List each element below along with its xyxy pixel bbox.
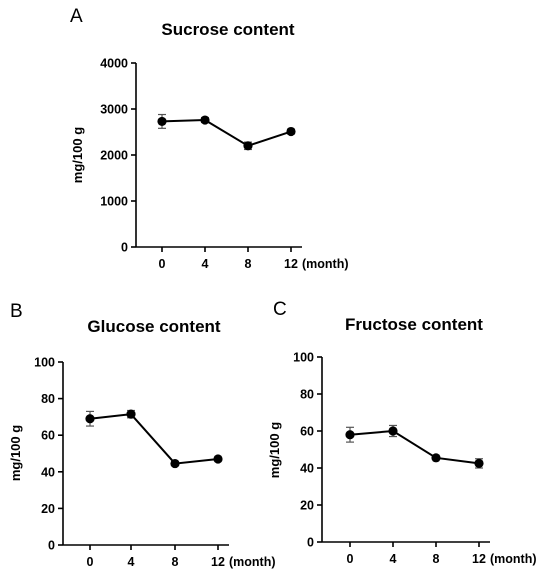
x-axis-unit-label: (month) [229, 555, 276, 569]
y-tick-label: 2000 [100, 149, 128, 163]
chart-title: Fructose content [345, 315, 483, 334]
x-tick-label: 12 [284, 257, 298, 271]
y-tick-label: 80 [300, 388, 314, 402]
y-tick-label: 60 [300, 425, 314, 439]
data-point [474, 458, 484, 468]
data-point [200, 115, 210, 125]
data-point [213, 454, 223, 464]
panel-a: A Sucrose content mg/100 g 0 1000 2000 3000 400… [70, 6, 349, 271]
y-tick-label: 1000 [100, 195, 128, 209]
data-point [345, 430, 355, 440]
y-tick-label: 20 [300, 499, 314, 513]
y-tick-label: 0 [48, 539, 55, 553]
series-line [349, 429, 480, 465]
y-tick-label: 40 [41, 465, 55, 479]
x-axis-unit-label: (month) [490, 552, 537, 566]
y-axis-label: mg/100 g [70, 127, 85, 183]
y-tick-label: 4000 [100, 57, 128, 71]
y-tick-label: 0 [307, 536, 314, 550]
x-tick-label: 0 [87, 555, 94, 569]
data-point [126, 409, 136, 419]
x-tick-label: 12 [472, 552, 486, 566]
panel-b: B Glucose content mg/100 g 0 20 40 60 80 100 0 4 8 1… [8, 301, 276, 569]
y-tick-label: 20 [41, 502, 55, 516]
chart-title: Glucose content [87, 317, 221, 336]
x-tick-label: 0 [159, 257, 166, 271]
y-tick-label: 80 [41, 392, 55, 406]
x-tick-label: 4 [128, 555, 135, 569]
data-point [431, 453, 441, 463]
data-point [388, 426, 398, 436]
x-tick-label: 4 [202, 257, 209, 271]
x-tick-label: 8 [172, 555, 179, 569]
y-tick-label: 60 [41, 429, 55, 443]
panel-letter: C [273, 299, 287, 320]
x-tick-label: 0 [347, 552, 354, 566]
x-axis-unit-label: (month) [302, 257, 349, 271]
data-point [85, 414, 95, 424]
x-tick-label: 12 [211, 555, 225, 569]
y-tick-label: 40 [300, 462, 314, 476]
y-tick-label: 0 [121, 241, 128, 255]
data-point [170, 458, 180, 469]
y-tick-label: 100 [34, 356, 55, 370]
x-tick-label: 4 [390, 552, 397, 566]
y-tick-label: 3000 [100, 103, 128, 117]
data-point [157, 116, 167, 127]
y-axis-label: mg/100 g [8, 425, 23, 481]
data-point [286, 126, 296, 137]
y-tick-label: 100 [293, 351, 314, 365]
series-line [89, 413, 219, 465]
chart-title: Sucrose content [161, 20, 295, 39]
y-axis-label: mg/100 g [267, 422, 282, 478]
series-line [161, 119, 292, 147]
data-point [243, 141, 253, 151]
x-tick-label: 8 [245, 257, 252, 271]
panel-letter: B [10, 301, 23, 322]
panel-c: C Fructose content mg/100 g 0 20 40 60 80 100 0 4 8… [267, 299, 537, 566]
x-tick-label: 8 [433, 552, 440, 566]
panel-letter: A [70, 6, 83, 27]
